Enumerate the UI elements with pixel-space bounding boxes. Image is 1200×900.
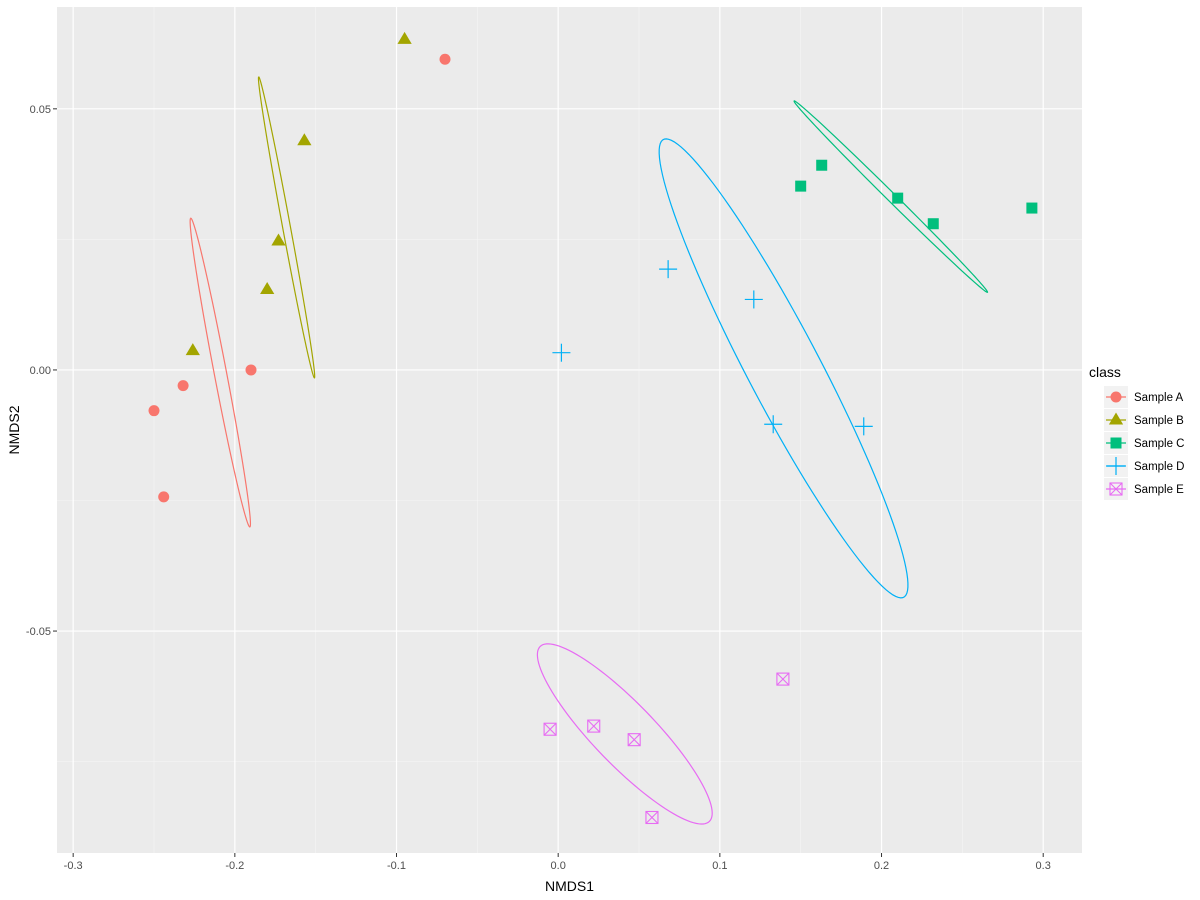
data-point: [185, 343, 200, 356]
x-tick-label: -0.1: [387, 860, 406, 872]
data-point: [158, 491, 170, 503]
data-point: [543, 722, 557, 736]
legend-key-symbol: [1107, 457, 1125, 475]
data-point: [177, 380, 189, 392]
data-point: [260, 282, 275, 295]
ellipses: [189, 76, 989, 825]
data-point: [816, 159, 828, 171]
legend-key-symbol: [1110, 391, 1122, 403]
data-point: [645, 810, 659, 825]
data-point: [764, 415, 783, 434]
confidence-ellipse: [536, 643, 713, 825]
x-axis-title: NMDS1: [545, 878, 594, 894]
data-point: [892, 192, 904, 204]
confidence-ellipse: [793, 100, 989, 293]
data-point: [776, 672, 790, 686]
legend-key-symbol: [1110, 437, 1122, 449]
data-point: [587, 719, 601, 733]
legend-label: Sample C: [1134, 438, 1185, 450]
y-tick-label: 0.05: [30, 104, 51, 116]
data-point: [148, 405, 160, 417]
legend-title: class: [1089, 364, 1121, 380]
data-point: [627, 733, 641, 747]
legend-key-symbol: [1109, 482, 1123, 496]
confidence-ellipse: [658, 138, 909, 599]
y-axis-title: NMDS2: [6, 405, 22, 454]
x-tick-label: 0.3: [1036, 860, 1051, 872]
x-tick-label: -0.3: [64, 860, 83, 872]
data-point: [1026, 202, 1038, 214]
confidence-ellipse: [257, 76, 316, 379]
y-tick-label: 0.00: [30, 365, 51, 377]
legend-label: Sample B: [1134, 415, 1184, 427]
plot-panel: [57, 7, 1082, 853]
data-point: [245, 364, 257, 376]
legend-key-symbol: [1108, 412, 1124, 425]
data-point: [397, 31, 412, 44]
confidence-ellipse: [189, 217, 252, 528]
data-point: [927, 218, 939, 230]
data-points: [148, 31, 1038, 825]
y-tick-label: -0.05: [26, 626, 51, 638]
data-point: [552, 343, 571, 362]
grid-minor: [57, 7, 1082, 853]
data-point: [854, 417, 873, 436]
data-point: [744, 290, 763, 309]
grid-major: [57, 7, 1082, 853]
data-point: [795, 180, 807, 192]
legend-label: Sample D: [1134, 461, 1185, 473]
data-point: [297, 133, 312, 146]
legend: class Sample A Sample B Sample C Sample D Sa…: [1089, 364, 1185, 500]
legend-label: Sample E: [1134, 484, 1184, 496]
y-axis: -0.05 0.00 0.05: [26, 104, 57, 638]
legend-label: Sample A: [1134, 392, 1184, 404]
data-point: [271, 233, 286, 246]
x-tick-label: -0.2: [225, 860, 244, 872]
x-axis: -0.3 -0.2 -0.1 0.0 0.1 0.2 0.3: [64, 853, 1051, 872]
x-tick-label: 0.2: [874, 860, 889, 872]
data-point: [439, 53, 451, 65]
x-tick-label: 0.0: [551, 860, 566, 872]
x-tick-label: 0.1: [712, 860, 727, 872]
data-point: [659, 260, 678, 279]
